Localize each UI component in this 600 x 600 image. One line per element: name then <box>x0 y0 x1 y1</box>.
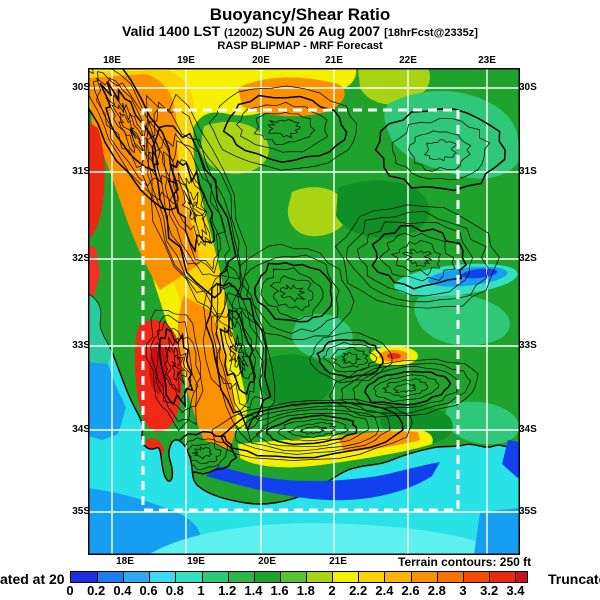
lat-label-left-32S: 32S <box>72 253 90 264</box>
lon-label-bottom-21E: 21E <box>329 556 347 567</box>
lat-label-right-32S: 32S <box>519 253 537 264</box>
colorbar-tick-2.8: 2.8 <box>427 583 446 598</box>
colorbar-tick-1.8: 1.8 <box>296 583 315 598</box>
lat-label-right-30S: 30S <box>519 82 537 93</box>
colorbar-segment-14 <box>436 572 463 582</box>
map-border <box>88 68 520 555</box>
lon-label-top-20E: 20E <box>252 55 270 66</box>
page-title: Buoyancy/Shear Ratio <box>209 5 391 24</box>
lon-label-top-19E: 19E <box>177 55 195 66</box>
colorbar-tick-1.2: 1.2 <box>218 583 237 598</box>
colorbar <box>70 571 528 583</box>
colorbar-segment-6 <box>227 572 254 582</box>
valid-time: Valid 1400 LST <box>122 23 224 39</box>
forecast-map <box>88 68 520 555</box>
lat-label-left-34S: 34S <box>72 424 90 435</box>
lon-label-top-18E: 18E <box>103 55 121 66</box>
terrain-contours-note: Terrain contours: 250 ft <box>398 555 532 569</box>
colorbar-tick-1.4: 1.4 <box>244 583 263 598</box>
valid-time-line: Valid 1400 LST (1200Z) SUN 26 Aug 2007 [… <box>0 23 600 39</box>
colorbar-segment-15 <box>462 572 489 582</box>
colorbar-right-truncation-note: Truncated <box>548 571 600 587</box>
colorbar-segment-11 <box>358 572 385 582</box>
lon-label-bottom-19E: 19E <box>187 556 205 567</box>
colorbar-segment-0 <box>71 572 98 582</box>
forecast-run-tag: [18hrFcst@2335z] <box>384 27 478 39</box>
lat-label-right-31S: 31S <box>519 166 537 177</box>
lat-label-left-30S: 30S <box>72 82 90 93</box>
valid-date: SUN 26 Aug 2007 <box>265 23 385 39</box>
colorbar-tick-2.4: 2.4 <box>375 583 394 598</box>
colorbar-tick-2: 2 <box>328 583 336 598</box>
colorbar-tick-3.4: 3.4 <box>506 583 525 598</box>
colorbar-segment-8 <box>279 572 307 582</box>
colorbar-segment-4 <box>175 572 202 582</box>
colorbar-segment-13 <box>410 572 437 582</box>
colorbar-tick-2.2: 2.2 <box>349 583 368 598</box>
colorbar-left-truncation-note: ated at 20 <box>0 571 65 587</box>
lon-label-bottom-20E: 20E <box>258 556 276 567</box>
lat-label-right-34S: 34S <box>519 424 537 435</box>
colorbar-segment-10 <box>332 572 359 582</box>
lon-label-top-22E: 22E <box>399 55 417 66</box>
colorbar-tick-2.6: 2.6 <box>401 583 420 598</box>
colorbar-tick-0.8: 0.8 <box>165 583 184 598</box>
colorbar-tick-1.6: 1.6 <box>270 583 289 598</box>
colorbar-segment-2 <box>123 572 150 582</box>
lon-label-top-21E: 21E <box>325 55 343 66</box>
lat-label-right-33S: 33S <box>519 340 537 351</box>
inner-domain-box <box>141 108 460 512</box>
colorbar-tick-3.2: 3.2 <box>480 583 499 598</box>
colorbar-tick-0: 0 <box>66 583 74 598</box>
colorbar-segment-3 <box>149 572 176 582</box>
colorbar-segment-12 <box>384 572 411 582</box>
colorbar-segment-16 <box>488 572 516 582</box>
lat-label-left-33S: 33S <box>72 340 90 351</box>
colorbar-segment-17 <box>515 572 528 582</box>
colorbar-tick-3: 3 <box>459 583 467 598</box>
colorbar-tick-0.2: 0.2 <box>87 583 106 598</box>
colorbar-tick-0.4: 0.4 <box>113 583 132 598</box>
model-line: RASP BLIPMAP - MRF Forecast <box>217 40 383 52</box>
colorbar-segment-1 <box>97 572 124 582</box>
colorbar-segment-9 <box>306 572 333 582</box>
valid-zulu-time: (1200Z) <box>223 27 266 39</box>
lon-label-bottom-18E: 18E <box>116 556 134 567</box>
colorbar-tick-0.6: 0.6 <box>139 583 158 598</box>
colorbar-segment-7 <box>253 572 280 582</box>
map-area <box>88 68 520 555</box>
lat-label-right-35S: 35S <box>519 506 537 517</box>
colorbar-tick-1: 1 <box>197 583 205 598</box>
colorbar-segment-5 <box>201 572 228 582</box>
lat-label-left-31S: 31S <box>72 166 90 177</box>
lat-label-left-35S: 35S <box>72 506 90 517</box>
lon-label-top-23E: 23E <box>478 55 496 66</box>
graticule-gridlines <box>88 68 520 555</box>
terrain-contour-lines <box>88 68 506 475</box>
